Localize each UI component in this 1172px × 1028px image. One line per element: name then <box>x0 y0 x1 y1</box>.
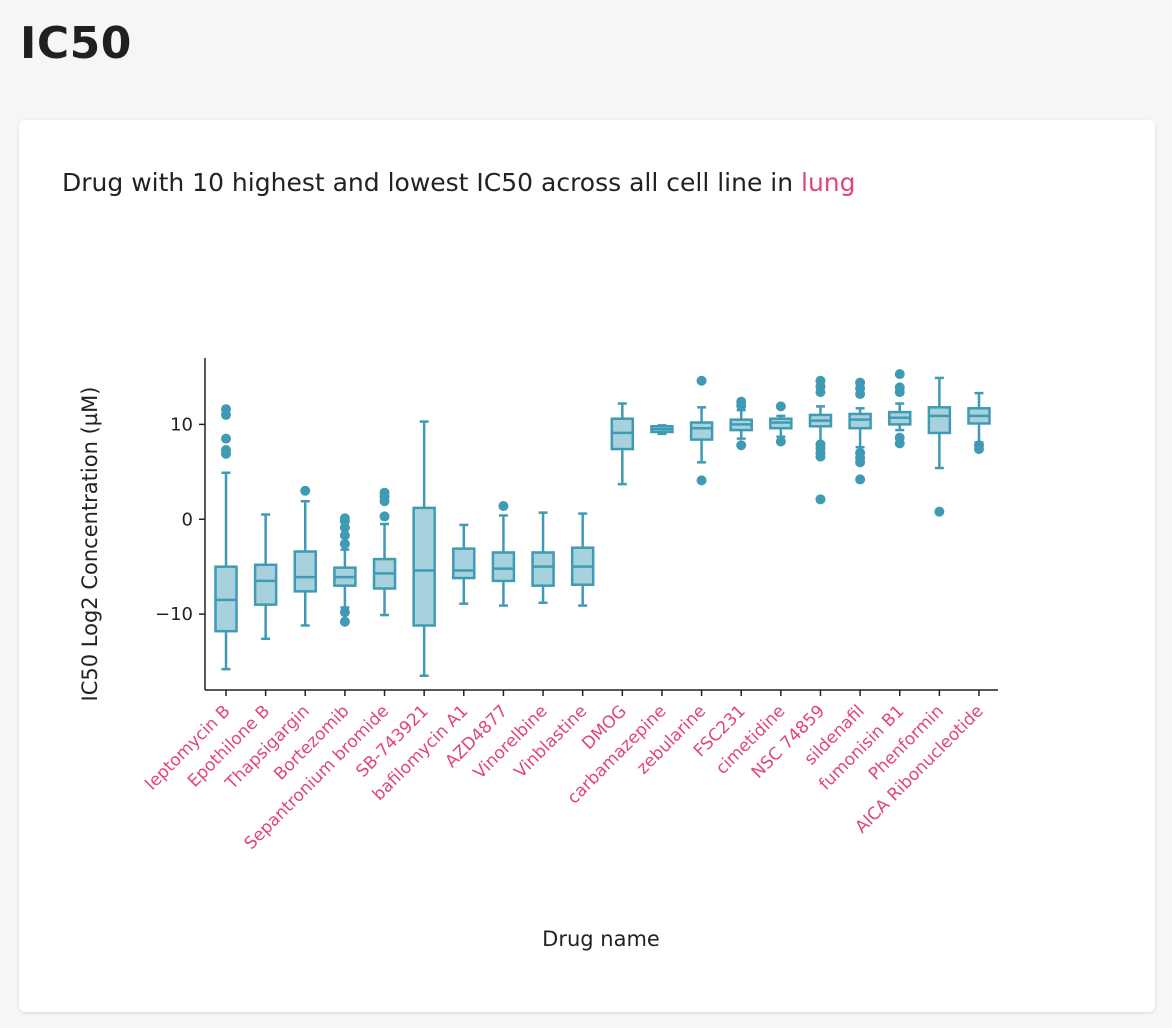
y-tick-label: 0 <box>182 509 193 530</box>
outlier-point <box>221 445 231 456</box>
box-bortezomib <box>333 513 357 627</box>
outlier-point <box>974 440 984 451</box>
plot-area <box>214 369 991 678</box>
ic50-chart-card: Drug with 10 highest and lowest IC50 acr… <box>19 120 1155 1012</box>
outlier-point <box>934 506 945 517</box>
box-carbamazepine <box>650 424 674 436</box>
outlier-point <box>855 377 866 388</box>
outlier-point <box>339 530 350 541</box>
outlier-point <box>696 475 707 486</box>
iqr-box <box>927 406 952 435</box>
box-cimetidine <box>769 401 793 447</box>
iqr-box <box>452 547 476 580</box>
outlier-point <box>339 607 350 618</box>
iqr-box <box>848 412 872 430</box>
outlier-point <box>775 401 786 412</box>
outlier-point <box>736 440 747 451</box>
box-sildenafil <box>848 377 872 485</box>
outlier-point <box>736 396 747 407</box>
outlier-point <box>894 432 905 443</box>
box-vinblastine <box>570 512 595 607</box>
y-axis-title: IC50 Log2 Concentration (µM) <box>78 387 102 702</box>
outlier-point <box>855 447 866 458</box>
outlier-point <box>379 487 390 498</box>
box-leptomycin-b <box>214 404 238 671</box>
page-title: IC50 <box>20 18 132 69</box>
box-nsc-74859 <box>808 375 833 505</box>
tissue-highlight[interactable]: lung <box>801 168 856 197</box>
box-sb-743921 <box>412 420 436 678</box>
box-fsc231 <box>729 396 753 451</box>
box-aica-ribonucleotide <box>967 391 991 455</box>
y-axis-ticks: −10 0 10 <box>155 414 205 625</box>
outlier-point <box>894 369 905 380</box>
chart-heading-text: Drug with 10 highest and lowest IC50 acr… <box>62 168 802 197</box>
y-tick-label: −10 <box>155 604 193 625</box>
iqr-box <box>253 563 278 606</box>
y-tick-label: 10 <box>170 414 193 435</box>
outlier-point <box>815 375 826 386</box>
outlier-point <box>894 382 905 393</box>
iqr-box <box>491 551 516 583</box>
outlier-point <box>815 439 826 450</box>
outlier-point <box>855 474 866 485</box>
box-zebularine <box>689 375 714 486</box>
outlier-point <box>339 616 350 627</box>
outlier-point <box>300 485 311 496</box>
outlier-point <box>696 375 707 386</box>
box-vinorelbine <box>531 511 555 604</box>
box-sepantronium-bromide <box>372 487 397 617</box>
outlier-point <box>379 511 390 522</box>
box-fumonisin-b1 <box>887 369 912 449</box>
outlier-point <box>498 500 509 511</box>
outlier-point <box>815 494 826 505</box>
outlier-point <box>339 538 350 549</box>
outlier-point <box>221 404 231 415</box>
box-epothilone-b <box>253 513 278 641</box>
box-bafilomycin-a1 <box>452 523 476 605</box>
iqr-box <box>412 506 436 627</box>
chart-heading: Drug with 10 highest and lowest IC50 acr… <box>62 168 856 197</box>
iqr-box <box>689 421 714 441</box>
box-dmog <box>610 402 635 486</box>
outlier-point <box>339 513 350 524</box>
x-axis-title: Drug name <box>542 927 660 951</box>
box-thapsigargin <box>293 485 318 627</box>
box-phenformin <box>927 376 952 517</box>
iqr-box <box>531 551 555 587</box>
box-azd4877 <box>491 500 516 607</box>
iqr-box <box>293 550 318 593</box>
outlier-point <box>775 436 786 447</box>
outlier-point <box>221 433 231 444</box>
